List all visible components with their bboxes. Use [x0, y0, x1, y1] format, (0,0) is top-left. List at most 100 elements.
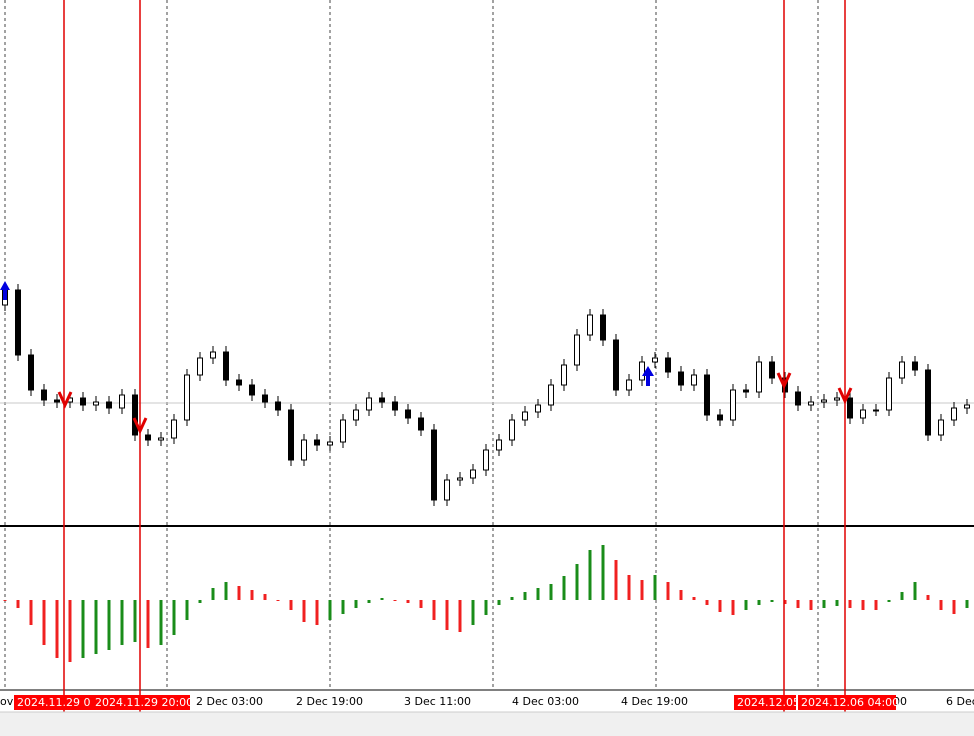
- x-tick-label: ov: [0, 695, 14, 708]
- signal-arrows: [0, 281, 853, 435]
- candle-body: [275, 401, 281, 411]
- histogram-bar: [224, 582, 228, 600]
- candle-body: [873, 409, 879, 412]
- histogram-bar: [705, 600, 709, 605]
- candle-body: [652, 357, 658, 363]
- histogram-bar: [146, 600, 150, 648]
- candle-body: [392, 401, 398, 411]
- candle-body: [925, 369, 931, 436]
- histogram-bar: [380, 598, 384, 600]
- x-tick-label: 4 Dec 03:00: [512, 695, 579, 708]
- histogram-bar: [159, 600, 163, 645]
- candle-body: [184, 374, 190, 421]
- candle-body: [119, 394, 125, 409]
- histogram-bar: [640, 580, 644, 600]
- period-separators: [4, 0, 819, 690]
- candle-body: [626, 379, 632, 391]
- histogram-bar: [458, 600, 462, 632]
- histogram-bar: [133, 600, 137, 642]
- histogram-bar: [874, 600, 878, 610]
- histogram-bar: [29, 600, 33, 625]
- x-tick-label: 3 Dec 11:00: [404, 695, 471, 708]
- candle-body: [769, 361, 775, 379]
- histogram-bar: [16, 600, 20, 608]
- histogram-bar: [172, 600, 176, 635]
- candle-body: [210, 351, 216, 359]
- histogram-bar: [601, 545, 605, 600]
- histogram-bar: [952, 600, 956, 614]
- x-axis: ov 2 Dec 03:00 2 Dec 19:00 3 Dec 11:00 4 Dec…: [0, 695, 974, 710]
- candle-body: [80, 397, 86, 406]
- candles: [2, 284, 970, 506]
- histogram-bar: [341, 600, 345, 614]
- histogram-bar: [289, 600, 293, 610]
- candle-body: [171, 419, 177, 439]
- x-tick-label: 2 Dec 03:00: [196, 695, 263, 708]
- histogram-bar: [354, 600, 358, 608]
- histogram-bar: [55, 600, 59, 658]
- candle-body: [899, 361, 905, 379]
- candle-body: [756, 361, 762, 393]
- candle-body: [509, 419, 515, 441]
- candle-body: [418, 417, 424, 431]
- histogram-bar: [328, 600, 332, 620]
- candle-body: [236, 379, 242, 386]
- histogram-bar: [744, 600, 748, 610]
- candle-body: [340, 419, 346, 443]
- candle-body: [288, 409, 294, 461]
- candle-body: [613, 339, 619, 391]
- candle-body: [223, 351, 229, 381]
- histogram-bar: [68, 600, 72, 662]
- histogram-bar: [835, 600, 839, 606]
- candle-body: [93, 401, 99, 406]
- candle-body: [353, 409, 359, 421]
- candle-body: [847, 397, 853, 419]
- candle-body: [106, 401, 112, 409]
- candle-body: [366, 397, 372, 411]
- histogram-bar: [770, 600, 774, 602]
- histogram-bar: [302, 600, 306, 622]
- histogram-bar: [939, 600, 943, 610]
- status-bar: [0, 712, 974, 736]
- histogram-bar: [718, 600, 722, 612]
- highlight-bg: [14, 695, 92, 710]
- candle-body: [145, 434, 151, 441]
- histogram-bar: [367, 600, 371, 603]
- candle-body: [561, 364, 567, 386]
- histogram-bar: [185, 600, 189, 620]
- candle-body: [522, 411, 528, 421]
- histogram-bar: [471, 600, 475, 625]
- candle-body: [938, 419, 944, 436]
- candle-body: [132, 394, 138, 436]
- candle-body: [886, 377, 892, 411]
- candle-body: [483, 449, 489, 471]
- histogram-bar: [757, 600, 761, 605]
- candle-body: [158, 437, 164, 441]
- histogram-bar: [666, 582, 670, 600]
- candle-body: [496, 439, 502, 451]
- candle-body: [548, 384, 554, 406]
- histogram-bar: [575, 564, 579, 600]
- histogram-bar: [627, 575, 631, 600]
- histogram-bar: [549, 584, 553, 600]
- candle-body: [470, 469, 476, 479]
- candle-body: [41, 389, 47, 401]
- candle-body: [327, 441, 333, 446]
- candle-body: [860, 409, 866, 419]
- highlight-bg: [92, 695, 190, 710]
- histogram-bar: [562, 576, 566, 600]
- histogram-bar: [510, 597, 514, 600]
- candle-body: [457, 477, 463, 481]
- candle-body: [249, 384, 255, 396]
- histogram-bar: [692, 597, 696, 600]
- candle-body: [262, 394, 268, 403]
- histogram-bar: [497, 600, 501, 605]
- histogram-bar: [198, 600, 202, 603]
- candle-body: [405, 409, 411, 419]
- histogram-bar: [809, 600, 813, 610]
- histogram-bar: [679, 590, 683, 600]
- histogram-bar: [445, 600, 449, 630]
- candle-body: [730, 389, 736, 421]
